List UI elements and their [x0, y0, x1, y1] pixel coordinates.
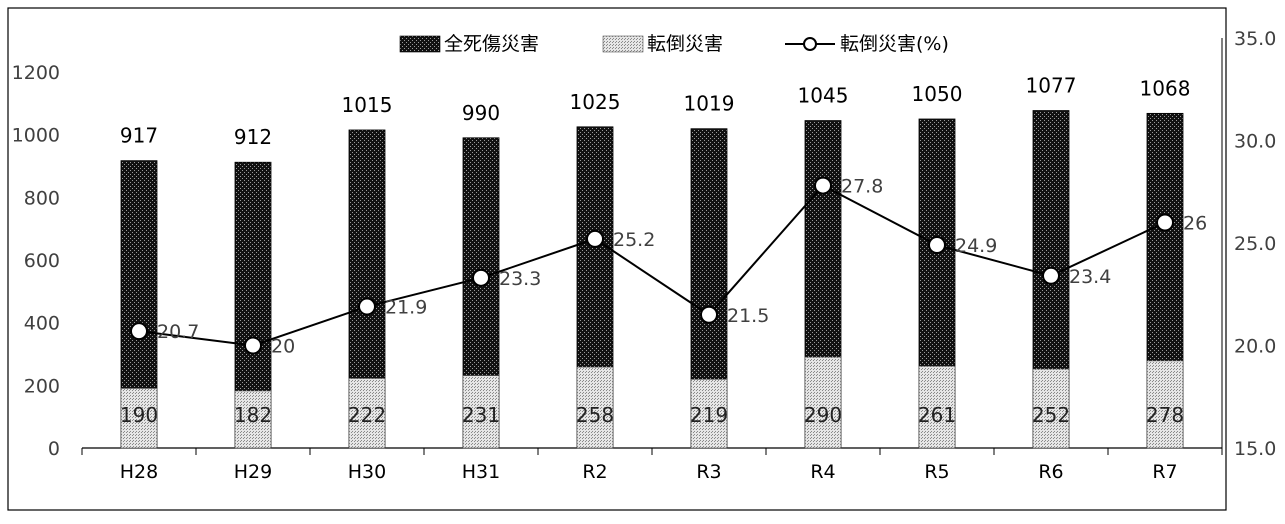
line-marker [586, 229, 604, 248]
x-tick-label: H31 [462, 461, 500, 483]
bar-total-label: 1068 [1140, 76, 1191, 100]
legend: 全死傷災害 転倒災害 転倒災害(%) [399, 33, 949, 55]
y-right-tick-label: 15.0 [1234, 438, 1276, 460]
line-data-label: 23.4 [1069, 266, 1111, 288]
bar-fall [804, 356, 842, 449]
y-right-tick-label: 30.0 [1234, 131, 1276, 153]
y-left-tick-label: 800 [24, 187, 60, 209]
plot-frame [7, 7, 1227, 511]
bar-fall-label: 278 [1146, 403, 1184, 427]
line-marker [814, 176, 832, 195]
line-marker [1156, 213, 1174, 232]
bar-fall-label: 252 [1032, 403, 1070, 427]
bar-total-label: 1025 [570, 90, 621, 114]
y-left-tick-label: 200 [24, 375, 60, 397]
bar-fall-label: 258 [576, 403, 614, 427]
bar-fall-label: 290 [804, 403, 842, 427]
bar-fall-label: 219 [690, 403, 728, 427]
bar-fall [690, 379, 728, 449]
legend-swatch-marker [803, 37, 817, 51]
y-left-tick-label: 1000 [12, 125, 60, 147]
bar-total-label: 912 [234, 125, 272, 149]
line-marker [130, 322, 148, 341]
legend-label-fall: 転倒災害 [647, 33, 723, 55]
x-tick-label: R6 [1038, 461, 1063, 483]
bar-total-label: 1019 [684, 92, 735, 116]
legend-label-line: 転倒災害(%) [840, 33, 949, 55]
bar-total-label: 1050 [912, 82, 963, 106]
bar-fall-label: 261 [918, 403, 956, 427]
x-tick-label: R5 [924, 461, 949, 483]
y-right-tick-label: 35.0 [1234, 28, 1276, 50]
x-tick-label: R2 [582, 461, 607, 483]
line-data-label: 21.9 [385, 297, 427, 319]
bar-total-label: 1077 [1026, 74, 1077, 98]
line-marker [472, 268, 490, 287]
bar-total-label: 1045 [798, 84, 849, 108]
x-tick-label: R3 [696, 461, 721, 483]
line-data-label: 23.3 [499, 268, 541, 290]
bar-fall [234, 390, 272, 449]
line-marker [928, 236, 946, 255]
line-series-path [138, 184, 1166, 347]
axes: H28 H29 H30 H31 R2 R3 R4 R5 R6 R7 0 200 400 600 800 100… [12, 28, 1277, 483]
bar-total-label: 1015 [342, 93, 393, 117]
y-left-tick-label: 0 [48, 438, 60, 460]
line-marker [700, 305, 718, 324]
y-left-tick-label: 600 [24, 250, 60, 272]
bar-fall-label: 231 [462, 403, 500, 427]
line-data-label: 20.7 [157, 321, 199, 343]
bar-fall-label: 182 [234, 403, 272, 427]
line-series [130, 176, 1174, 355]
line-marker [358, 297, 376, 316]
legend-label-total: 全死傷災害 [444, 33, 539, 55]
x-tick-label: R7 [1152, 461, 1177, 483]
line-data-label: 24.9 [955, 235, 997, 257]
bar-fall [348, 378, 386, 449]
bar-fall-label: 190 [120, 403, 158, 427]
bar-fall [462, 375, 500, 449]
x-tick-label: H29 [234, 461, 272, 483]
y-left-tick-label: 1200 [12, 62, 60, 84]
legend-swatch-fall [602, 35, 644, 53]
line-data-label: 27.8 [841, 176, 883, 198]
bar-total-label: 990 [462, 101, 500, 125]
line-marker [1042, 266, 1060, 285]
line-data-label: 21.5 [727, 305, 769, 327]
bar-fall [120, 388, 158, 449]
bar-fall [918, 365, 956, 449]
bar-fall [1032, 368, 1070, 449]
x-tick-label: R4 [810, 461, 835, 483]
x-tick-label: H28 [120, 461, 158, 483]
bar-fall [576, 366, 614, 449]
line-data-label: 20 [271, 336, 295, 358]
y-right-tick-label: 20.0 [1234, 336, 1276, 358]
bar-fall [1146, 360, 1184, 449]
line-data-label: 26 [1183, 213, 1207, 235]
y-left-tick-label: 400 [24, 313, 60, 335]
bars [120, 110, 1184, 449]
line-marker [244, 336, 262, 355]
y-right-tick-label: 25.0 [1234, 233, 1276, 255]
line-data-label: 25.2 [613, 229, 655, 251]
x-tick-label: H30 [348, 461, 386, 483]
legend-swatch-total [399, 35, 441, 53]
bar-fall-label: 222 [348, 403, 386, 427]
data-labels: 917 190 912 182 1015 222 990 231 1025 258 1019 219 1… [120, 74, 1207, 427]
bar-total-label: 917 [120, 124, 158, 148]
